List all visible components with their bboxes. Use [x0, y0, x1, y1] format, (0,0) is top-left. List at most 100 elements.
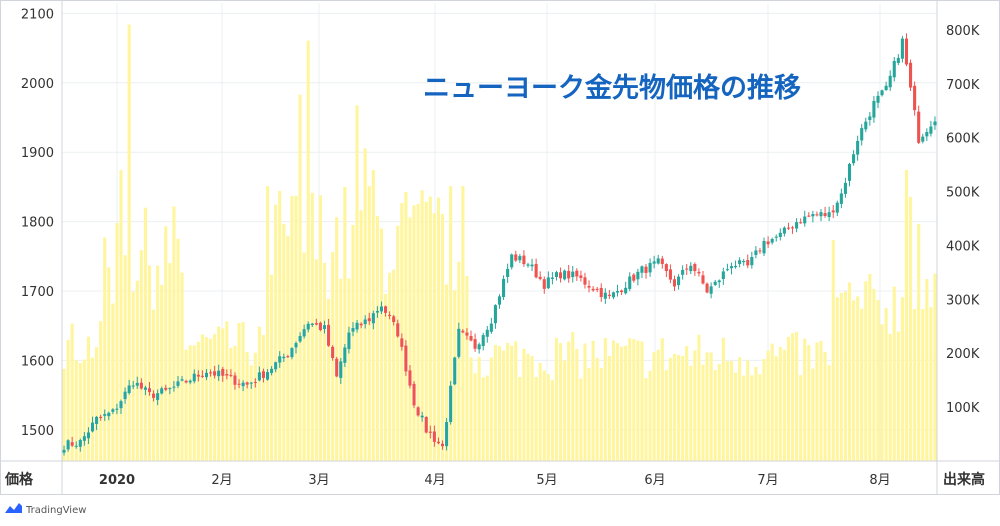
candle-body [343, 347, 347, 363]
candle-body [233, 375, 237, 385]
candle-body [648, 262, 652, 273]
volume-bar [770, 343, 774, 461]
volume-bar [620, 346, 624, 461]
volume-bar [628, 338, 632, 461]
volume-bar [522, 348, 526, 461]
candle-body [481, 335, 485, 347]
candle-body [66, 440, 70, 450]
tradingview-credit: TradingView [25, 505, 86, 516]
volume-bar [95, 347, 99, 461]
volume-bar [327, 299, 331, 461]
volume-bar [868, 273, 872, 461]
candle-body [339, 361, 343, 378]
candle-body [579, 275, 583, 278]
candle-body [388, 314, 392, 316]
volume-bar [290, 195, 294, 461]
volume-bar [847, 282, 852, 461]
volume-bar [729, 360, 734, 461]
candle-body [424, 416, 428, 433]
candle-body [799, 222, 803, 224]
volume-bar [412, 205, 416, 461]
volume-bar [298, 94, 302, 461]
volume-bar [302, 252, 306, 461]
candle-body [131, 385, 135, 387]
candle-body [677, 276, 681, 286]
candle-body [652, 261, 656, 264]
volume-bar [192, 345, 196, 461]
volume-bar [147, 265, 152, 461]
volume-bar [314, 259, 318, 461]
candle-body [351, 328, 355, 332]
candle-body [253, 381, 257, 383]
candle-body [160, 388, 164, 394]
volume-bar [261, 335, 265, 461]
candle-body [70, 442, 74, 446]
candle-body [852, 154, 856, 164]
volume-bar [282, 224, 286, 461]
volume-bar [790, 333, 795, 461]
volume-bar [168, 263, 172, 461]
candle-body [599, 287, 603, 298]
candles [62, 33, 937, 456]
candle-body [628, 276, 632, 289]
candle-body [640, 266, 644, 273]
candle-body [225, 374, 229, 376]
volume-bar [119, 170, 123, 462]
candle-body [668, 269, 672, 280]
volume-bar [465, 275, 469, 461]
time-tick-label: 5月 [536, 473, 557, 488]
volume-bar [758, 374, 762, 461]
candle-body [449, 385, 453, 422]
volume-bar [717, 364, 721, 461]
volume-bar [742, 375, 746, 461]
candle-body [856, 140, 860, 155]
candle-body [921, 136, 925, 142]
volume-bar [811, 368, 815, 461]
candle-body [103, 414, 107, 416]
candle-body [278, 356, 282, 363]
volume-bar [497, 346, 502, 461]
candle-body [298, 336, 302, 342]
volume-bar [546, 374, 550, 461]
volume-bar [115, 223, 119, 461]
tradingview-logo[interactable]: TradingView [5, 503, 86, 516]
candle-body [249, 382, 253, 384]
volume-tick-label: 100K [946, 401, 980, 416]
volume-bar [70, 323, 74, 461]
volume-bar [644, 378, 648, 461]
candle-body [786, 227, 790, 229]
volume-bar [225, 321, 229, 461]
volume-bar [351, 225, 355, 461]
candle-body [864, 121, 868, 130]
candle-body [795, 222, 799, 229]
candle-body [282, 356, 286, 359]
candle-body [526, 264, 530, 266]
volume-bar [762, 358, 766, 461]
price-tick-label: 1700 [21, 285, 54, 300]
candle-body [880, 90, 884, 96]
volume-bar [538, 362, 542, 461]
candle-body [717, 280, 721, 283]
candle-body [473, 339, 477, 349]
volume-bar [343, 187, 347, 462]
volume-bar [143, 207, 147, 461]
candle-body [823, 213, 827, 216]
volume-bar [827, 365, 831, 461]
candle-body [762, 240, 766, 254]
volume-bar [652, 352, 656, 461]
candle-body [294, 343, 298, 348]
candle-body [485, 329, 489, 337]
candle-body [770, 238, 774, 243]
candle-body [493, 305, 497, 324]
candle-body [929, 126, 933, 134]
volume-bar [278, 190, 282, 461]
volume-bar [335, 217, 339, 461]
volume-bar [152, 309, 156, 461]
volume-bar [542, 370, 546, 461]
candle-body [229, 374, 233, 376]
volume-bar [815, 342, 819, 461]
candle-body [322, 325, 327, 330]
volume-bar [823, 351, 827, 461]
candle-body [709, 286, 713, 294]
volume-bar [363, 148, 367, 461]
